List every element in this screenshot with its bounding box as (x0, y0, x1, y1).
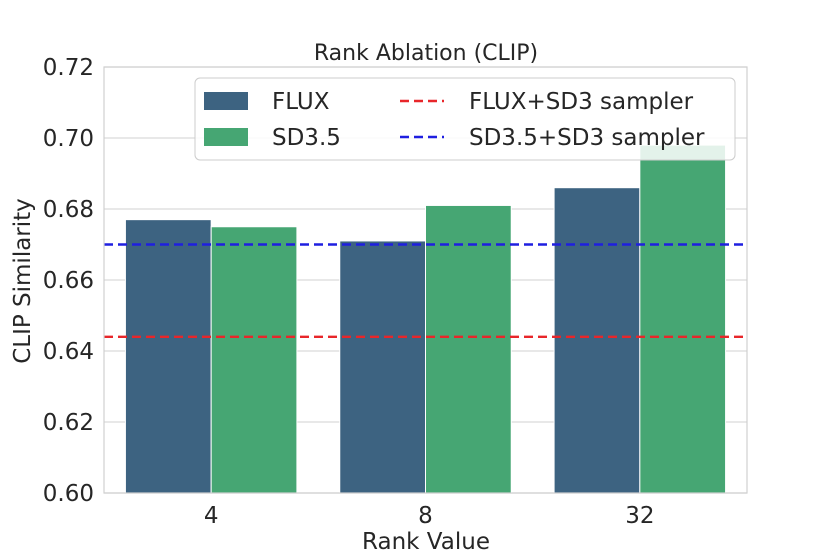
bar-sd3-5-4 (210, 226, 298, 494)
chart-title: Rank Ablation (CLIP) (314, 41, 538, 66)
y-tick-label: 0.62 (43, 410, 94, 436)
legend-swatch (204, 92, 248, 110)
x-tick-labels: 4 8 32 (204, 503, 655, 529)
x-axis-label: Rank Value (362, 529, 490, 554)
legend-box (194, 77, 736, 161)
y-tick-labels: 0.60 0.62 0.64 0.66 0.68 0.70 0.72 (43, 55, 94, 507)
bar-sd3-5-8 (425, 204, 512, 494)
legend-swatch (204, 128, 248, 146)
y-tick-label: 0.70 (43, 126, 94, 152)
bar-flux-8 (339, 240, 426, 494)
x-tick-label: 8 (418, 503, 433, 529)
bar-flux-32 (553, 187, 641, 494)
y-tick-label: 0.64 (43, 339, 94, 365)
y-tick-label: 0.66 (43, 268, 94, 294)
x-tick-label: 4 (204, 503, 219, 529)
legend-label: SD3.5+SD3 sampler (469, 125, 705, 151)
reference-lines (104, 243, 747, 338)
legend-label: FLUX (272, 89, 330, 115)
x-tick-label: 32 (625, 503, 654, 529)
y-tick-label: 0.60 (43, 481, 94, 507)
legend-label: FLUX+SD3 sampler (469, 89, 694, 115)
y-tick-label: 0.68 (43, 197, 94, 223)
bar-flux-4 (124, 219, 212, 494)
bar-sd3-5-32 (639, 144, 727, 494)
plot-frame (103, 66, 748, 494)
y-axis-label: CLIP Similarity (10, 198, 36, 364)
legend-label: SD3.5 (272, 125, 341, 151)
legend: FLUX SD3.5 FLUX+SD3 sampler SD3.5+SD3 sampl… (194, 77, 736, 161)
y-tick-label: 0.72 (43, 55, 94, 81)
